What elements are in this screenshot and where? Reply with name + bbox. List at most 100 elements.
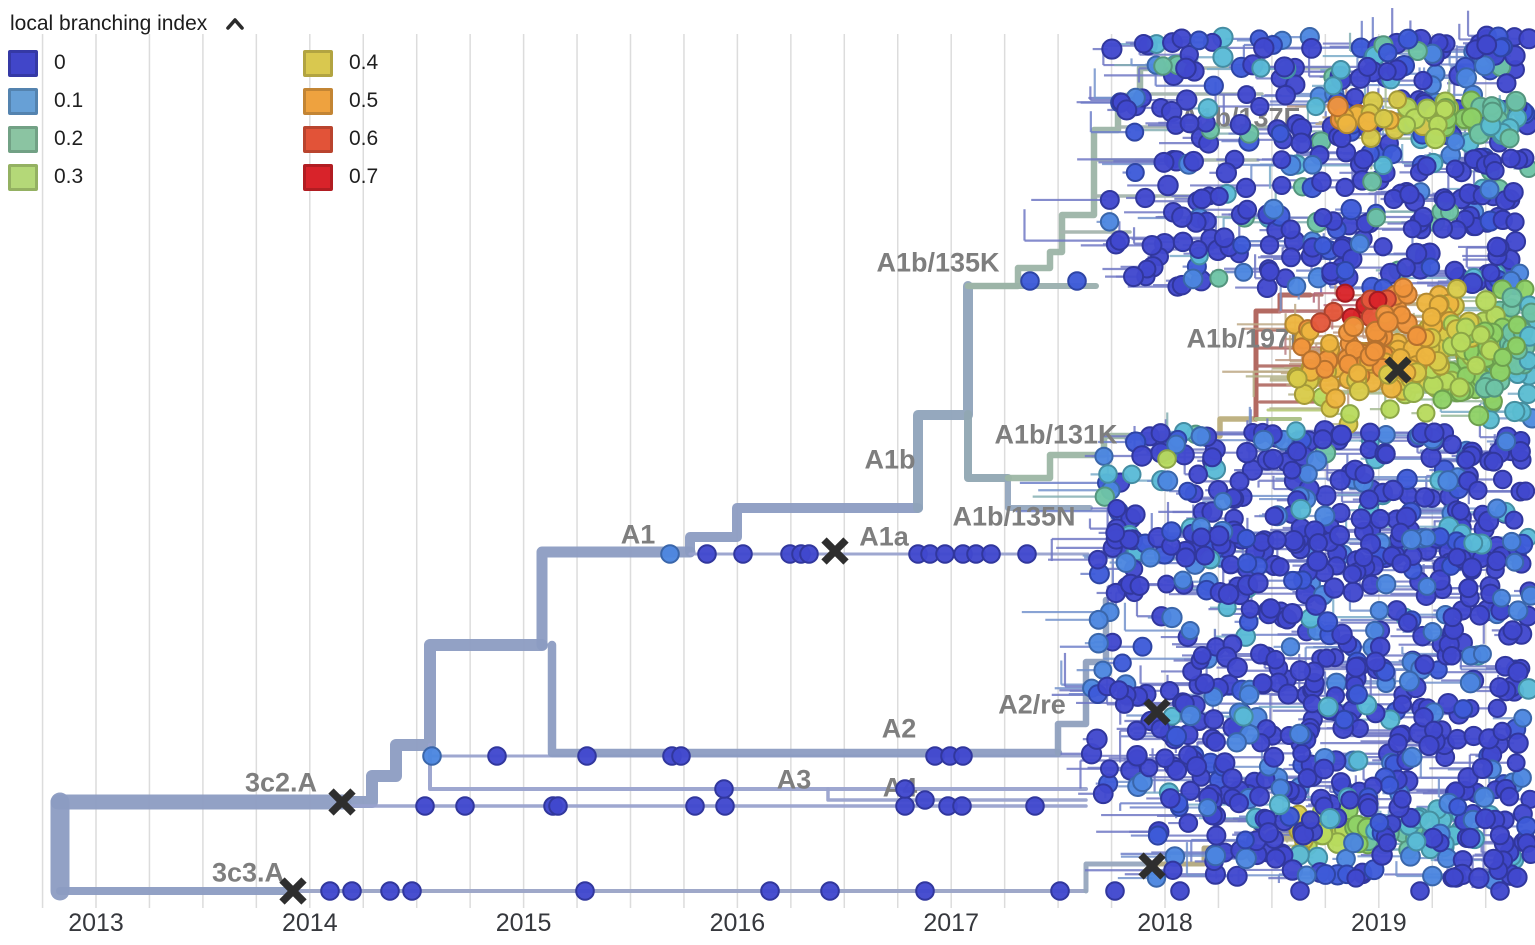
clade-label: A2/re — [998, 689, 1066, 719]
tip — [1280, 219, 1301, 240]
tip — [1377, 311, 1399, 333]
tip — [1473, 786, 1495, 808]
legend-item[interactable]: 0 — [8, 44, 303, 82]
legend-value-label: 0.3 — [54, 165, 84, 188]
chevron-up-icon — [226, 18, 245, 30]
tip — [1209, 268, 1229, 288]
tip — [1313, 758, 1335, 780]
clade-label: A1a — [859, 521, 910, 551]
legend-item[interactable]: 0.3 — [8, 158, 303, 196]
tip — [1281, 602, 1304, 625]
tip — [1221, 768, 1243, 790]
vaccine-markers — [279, 356, 1412, 905]
tip — [1489, 676, 1510, 698]
tip — [1349, 233, 1370, 254]
x-marker — [328, 788, 356, 816]
tip — [1377, 833, 1397, 853]
tip — [1161, 521, 1182, 542]
tip — [1507, 600, 1529, 622]
tip — [1414, 654, 1435, 675]
legend-swatch — [303, 49, 333, 77]
tip — [1240, 599, 1260, 619]
tip — [1287, 441, 1308, 462]
tip — [1485, 160, 1505, 181]
tip — [1116, 99, 1138, 121]
tip — [1469, 604, 1491, 626]
tip — [1340, 404, 1360, 424]
tip — [1343, 832, 1364, 854]
svg-text:2014: 2014 — [282, 909, 338, 937]
legend-item[interactable]: 0.6 — [303, 120, 468, 158]
tip — [548, 796, 568, 816]
tip — [1476, 34, 1498, 56]
tip — [1290, 881, 1310, 901]
tips[interactable] — [320, 25, 1535, 901]
tip — [1449, 377, 1470, 398]
tip — [915, 881, 935, 901]
tip — [1424, 422, 1445, 443]
tip — [1306, 550, 1329, 572]
tip — [1501, 148, 1521, 169]
legend-item[interactable]: 0.5 — [303, 82, 468, 120]
tip — [1391, 553, 1412, 574]
tip — [1182, 268, 1204, 290]
tip — [1416, 98, 1438, 120]
tip — [1017, 544, 1037, 564]
tip — [1099, 212, 1120, 232]
legend-item[interactable]: 0.7 — [303, 158, 468, 196]
svg-text:2013: 2013 — [68, 909, 124, 937]
tip — [1260, 598, 1281, 619]
tip — [1392, 789, 1412, 809]
tip — [1235, 830, 1255, 850]
tip — [1203, 75, 1224, 96]
tip — [1345, 87, 1365, 107]
tip — [1361, 128, 1381, 148]
clade-label: 3c3.A — [212, 857, 284, 887]
tip — [577, 746, 597, 766]
tip — [1157, 174, 1179, 197]
tip — [1354, 464, 1375, 485]
x-marker — [1143, 698, 1171, 726]
legend-collapse-button[interactable] — [221, 13, 249, 35]
tip — [1188, 240, 1208, 259]
tip — [1198, 798, 1218, 818]
tip — [1301, 37, 1323, 59]
tip — [1463, 532, 1484, 553]
legend-item[interactable]: 0.4 — [303, 44, 468, 82]
tip — [1270, 557, 1290, 577]
svg-text:2016: 2016 — [710, 909, 766, 937]
tip — [1353, 149, 1374, 170]
tip — [1050, 881, 1070, 901]
tip — [1297, 768, 1318, 788]
tip — [1335, 283, 1355, 303]
svg-text:2015: 2015 — [496, 909, 552, 937]
clade-label: A2 — [882, 713, 917, 743]
tip — [1364, 341, 1385, 362]
tip — [1311, 171, 1332, 193]
tip — [1229, 113, 1252, 136]
tip — [1505, 212, 1525, 232]
tip — [1163, 860, 1183, 880]
legend-item[interactable]: 0.2 — [8, 120, 303, 158]
tip — [1424, 127, 1446, 150]
tip — [575, 881, 595, 901]
tip — [380, 881, 400, 901]
tip — [1101, 38, 1123, 60]
tip — [1126, 745, 1148, 767]
tip — [1516, 481, 1535, 501]
legend-item[interactable]: 0.1 — [8, 82, 303, 120]
tip — [1388, 90, 1408, 110]
tip — [1233, 706, 1254, 727]
tip — [671, 746, 691, 766]
tip — [1447, 547, 1467, 567]
tip — [1504, 400, 1526, 423]
tip — [820, 881, 840, 901]
tip — [1281, 247, 1301, 268]
legend-swatch — [8, 87, 38, 115]
tip — [1315, 864, 1337, 885]
tip — [1094, 486, 1115, 507]
tip — [1401, 746, 1423, 768]
tip — [1420, 446, 1442, 468]
tip — [1109, 230, 1130, 251]
